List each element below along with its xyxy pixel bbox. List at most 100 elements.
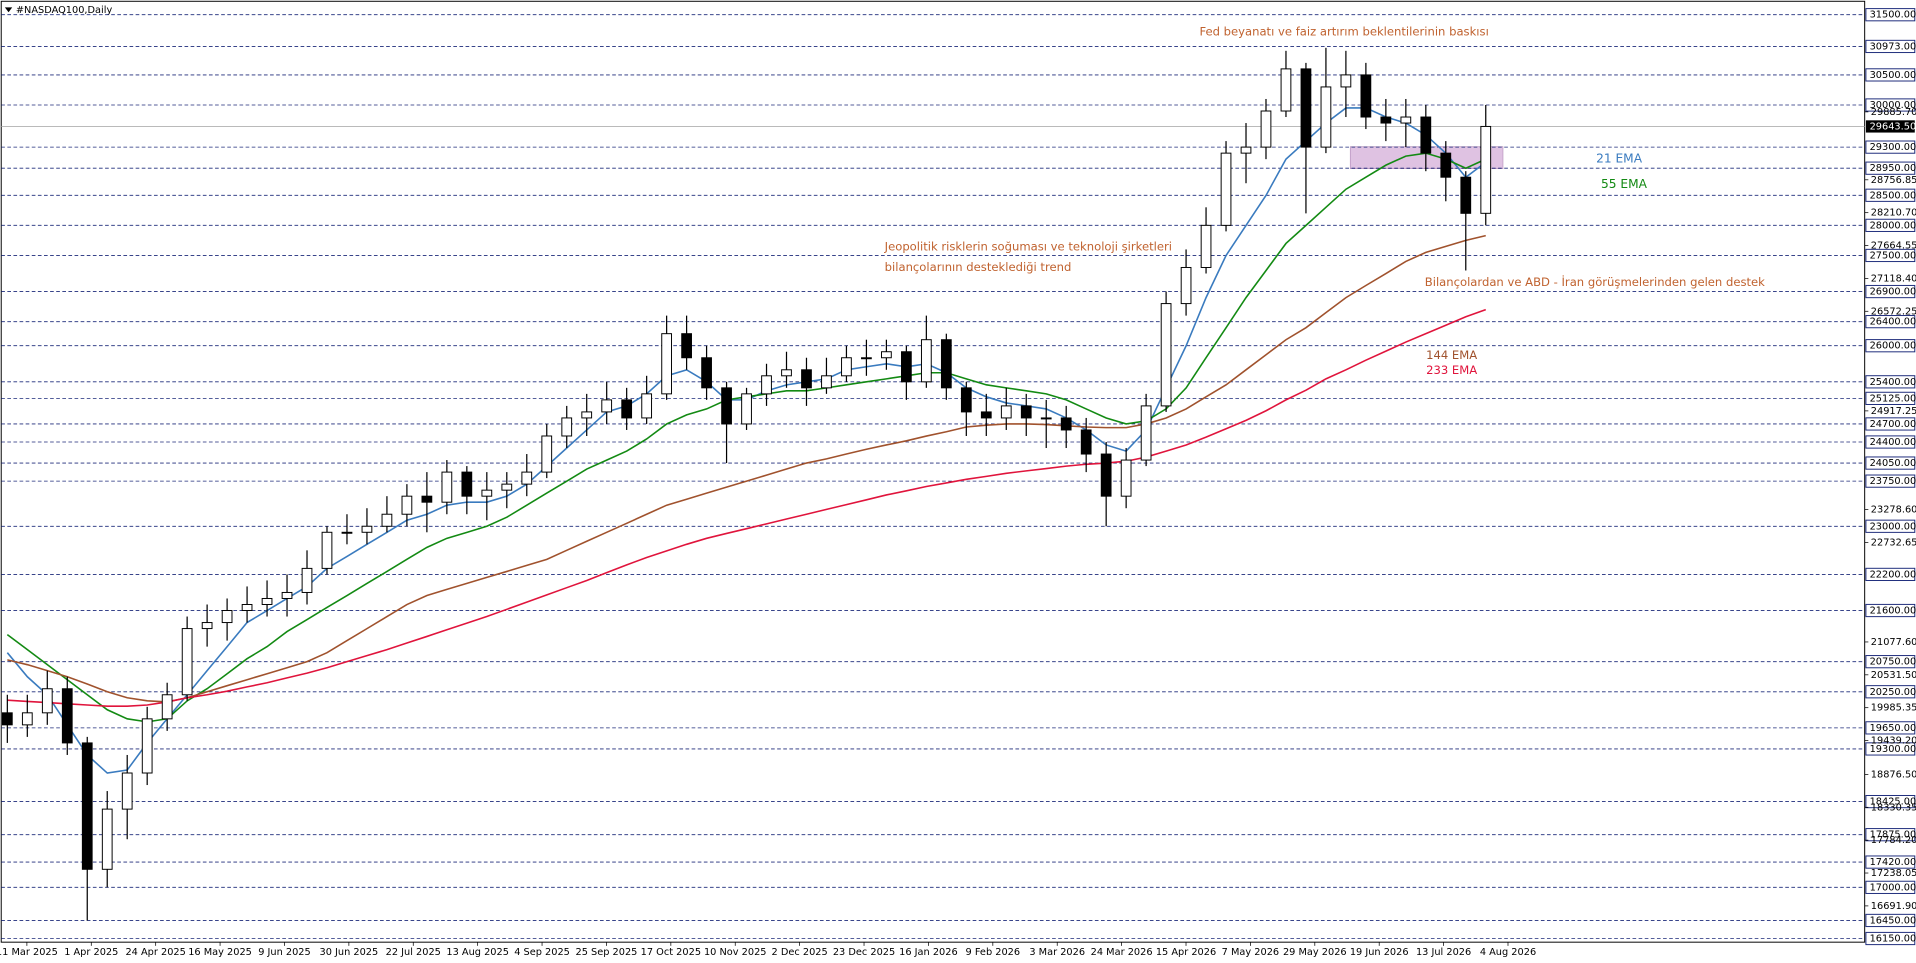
candle-body xyxy=(920,339,932,383)
candle-body xyxy=(701,357,712,389)
x-tick-label: 7 May 2026 xyxy=(1222,947,1279,958)
level-label: 25400.00 xyxy=(1870,377,1916,388)
candle-body xyxy=(321,531,333,569)
candle-body xyxy=(21,712,33,726)
x-tick-label: 29 May 2026 xyxy=(1283,947,1347,958)
candle-body xyxy=(960,387,972,413)
candle-body xyxy=(581,411,593,419)
candle-body xyxy=(861,357,872,360)
chart-title: #NASDAQ100,Daily xyxy=(16,5,113,16)
candle-body xyxy=(601,399,613,413)
candle-body xyxy=(521,471,533,485)
candle-body xyxy=(681,333,692,359)
candle-body xyxy=(781,369,792,377)
annotation: Fed beyanatı ve faiz artırım beklentiler… xyxy=(1199,24,1488,38)
candle-body xyxy=(1000,405,1012,419)
candle-body xyxy=(900,351,912,383)
candle-body xyxy=(481,489,493,497)
x-tick-label: 23 Dec 2025 xyxy=(833,947,895,958)
y-tick-label: 19439.20 xyxy=(1871,736,1916,747)
series-label: 55 EMA xyxy=(1601,177,1648,191)
level-label-box xyxy=(1865,519,1916,533)
level-label: 24050.00 xyxy=(1870,458,1916,469)
candle-body xyxy=(361,525,373,533)
level-label: 30973.00 xyxy=(1870,41,1916,52)
level-label: 21600.00 xyxy=(1870,606,1916,617)
candle-body xyxy=(1440,152,1452,178)
candle-body xyxy=(641,393,653,419)
candle-body xyxy=(461,471,473,497)
candle-body xyxy=(1040,417,1052,420)
x-tick-label: 3 Mar 2026 xyxy=(1029,947,1085,958)
candle-body xyxy=(721,387,732,425)
y-tick-label: 20531.50 xyxy=(1871,670,1916,681)
annotation: Bilançolardan ve ABD - İran görüşmelerin… xyxy=(1425,274,1765,289)
candle-body xyxy=(1300,68,1312,148)
candle-body xyxy=(441,471,453,503)
level-label-box xyxy=(1865,567,1916,582)
level-label: 27500.00 xyxy=(1870,250,1916,261)
candle-body xyxy=(101,808,113,870)
y-tick-label: 17238.05 xyxy=(1871,868,1916,879)
x-tick-label: 1 Apr 2025 xyxy=(64,947,118,958)
y-tick-label: 27118.40 xyxy=(1871,273,1916,284)
x-tick-label: 4 Sep 2025 xyxy=(514,947,570,958)
level-label-box xyxy=(1865,68,1916,82)
level-label-box xyxy=(1865,603,1916,618)
candle-body xyxy=(1200,224,1212,268)
level-label: 26900.00 xyxy=(1870,287,1916,298)
y-tick-label: 22732.65 xyxy=(1871,537,1916,548)
x-tick-label: 13 Aug 2025 xyxy=(446,947,509,958)
level-label: 19650.00 xyxy=(1870,723,1916,734)
candle-body xyxy=(1280,68,1292,112)
candle-body xyxy=(1380,116,1392,124)
x-tick-label: 9 Jun 2025 xyxy=(258,947,311,958)
candle-body xyxy=(541,435,553,473)
x-tick-label: 10 Nov 2025 xyxy=(704,947,767,958)
candle-body xyxy=(661,333,673,395)
candle-body xyxy=(561,417,573,437)
x-tick-label: 4 Aug 2026 xyxy=(1480,947,1536,958)
candle-body xyxy=(181,628,193,696)
level-label-box xyxy=(1865,39,1916,54)
ema-line xyxy=(7,234,1486,703)
level-label: 28000.00 xyxy=(1870,220,1916,231)
candle-body xyxy=(1340,74,1352,88)
y-tick-label: 28756.85 xyxy=(1871,175,1916,186)
candle-body xyxy=(821,375,832,389)
candle-body xyxy=(1060,417,1072,431)
level-label: 24700.00 xyxy=(1870,419,1916,430)
y-tick-label: 17784.20 xyxy=(1871,835,1916,846)
y-tick-label: 21077.60 xyxy=(1871,637,1916,648)
level-label: 24400.00 xyxy=(1870,437,1916,448)
level-label: 28950.00 xyxy=(1870,163,1916,174)
level-label-box xyxy=(1865,375,1916,389)
candle-body xyxy=(1480,125,1492,214)
level-label-box xyxy=(1865,8,1916,22)
level-label-box xyxy=(1865,188,1916,202)
level-label-box xyxy=(1865,794,1916,809)
y-tick-label: 16691.90 xyxy=(1871,901,1916,912)
candle-body xyxy=(41,688,53,714)
candle-body xyxy=(1020,405,1032,419)
x-tick-label: 2 Dec 2025 xyxy=(772,947,828,958)
level-label: 17420.00 xyxy=(1870,857,1916,868)
level-label: 23750.00 xyxy=(1870,476,1916,487)
candle-body xyxy=(1460,176,1472,214)
level-label-box xyxy=(1865,435,1916,449)
candle-body xyxy=(1360,74,1372,118)
level-label-box xyxy=(1865,98,1916,112)
level-label-box xyxy=(1865,161,1916,175)
candle-body xyxy=(841,357,852,377)
level-label-box xyxy=(1865,474,1916,488)
menu-arrow[interactable] xyxy=(4,7,13,13)
candle-body xyxy=(421,495,433,503)
candle-body xyxy=(201,622,213,630)
level-label: 20750.00 xyxy=(1870,657,1916,668)
candle-body xyxy=(61,688,73,744)
level-label: 25125.00 xyxy=(1870,393,1916,404)
y-tick-label: 18876.50 xyxy=(1871,769,1916,780)
y-tick-label: 26572.25 xyxy=(1871,306,1916,317)
candle-body xyxy=(1420,116,1432,154)
